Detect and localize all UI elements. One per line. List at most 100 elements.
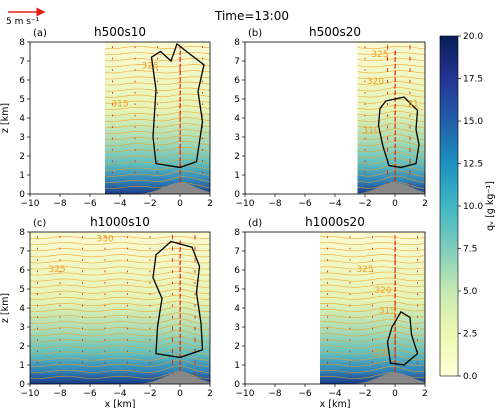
x-axis-label: x [km] bbox=[105, 399, 136, 408]
x-tick-label: −8 bbox=[268, 199, 282, 209]
colorbar-bar bbox=[439, 35, 459, 377]
theta-contour bbox=[104, 105, 211, 110]
theta-contour bbox=[357, 158, 426, 165]
theta-contour bbox=[319, 242, 426, 246]
y-tick-label: 7 bbox=[19, 57, 25, 67]
theta-contour bbox=[104, 129, 211, 134]
x-tick-label: −6 bbox=[298, 389, 312, 399]
theta-contour bbox=[104, 164, 211, 171]
y-tick-label: 1 bbox=[234, 361, 240, 371]
cloud-contour bbox=[386, 310, 419, 366]
x-tick-label: −8 bbox=[268, 389, 282, 399]
x-tick-label: −6 bbox=[298, 199, 312, 209]
theta-contour bbox=[104, 99, 211, 104]
contour-label: 310 bbox=[362, 126, 379, 136]
contour-label: 315 bbox=[379, 307, 396, 317]
theta-contour bbox=[357, 46, 426, 49]
theta-contour bbox=[29, 266, 211, 270]
theta-contour bbox=[319, 342, 426, 349]
x-tick-label: 0 bbox=[392, 389, 398, 399]
x-tick-label: −4 bbox=[328, 199, 342, 209]
contour-label: 320 bbox=[367, 77, 384, 87]
contour-label: 325 bbox=[371, 50, 388, 60]
theta-contour bbox=[357, 93, 426, 98]
x-tick-label: −4 bbox=[113, 389, 127, 399]
theta-contour bbox=[319, 348, 426, 355]
vector-key-label: 5 m s⁻¹ bbox=[6, 17, 40, 27]
x-tick-label: −4 bbox=[328, 389, 342, 399]
x-tick-label: 2 bbox=[207, 199, 213, 209]
panel-label: (a) bbox=[33, 28, 47, 39]
contour-label: 325 bbox=[356, 265, 373, 275]
y-tick-label: 4 bbox=[234, 114, 240, 124]
panel-label: (c) bbox=[33, 218, 46, 229]
contour-label: 310 bbox=[371, 349, 388, 359]
contour-label: 315 bbox=[111, 100, 128, 110]
x-tick-label: −4 bbox=[113, 199, 127, 209]
y-tick-label: 6 bbox=[234, 266, 240, 276]
colorbar-tick-label: 15.0 bbox=[463, 117, 483, 127]
panel-title: h500s10 bbox=[94, 25, 146, 39]
y-tick-label: 1 bbox=[19, 171, 25, 181]
y-tick-label: 8 bbox=[234, 228, 240, 238]
panel-4: 325 320 315 310 −10 −8 −6 −4 −2 0 2 0 1 2 3 4 5 6 7 8 (d) h10… bbox=[234, 215, 428, 408]
y-tick-label: 1 bbox=[19, 361, 25, 371]
colorbar-tick-label: 0.0 bbox=[463, 372, 478, 382]
theta-contour bbox=[319, 301, 426, 306]
y-tick-label: 0 bbox=[19, 190, 25, 200]
theta-contour bbox=[319, 295, 426, 300]
theta-contour bbox=[319, 271, 426, 276]
theta-contour bbox=[357, 134, 426, 141]
theta-contour bbox=[319, 254, 426, 258]
x-tick-label: 0 bbox=[392, 199, 398, 209]
contour-label: 325 bbox=[48, 265, 65, 275]
panel-title: h1000s10 bbox=[90, 215, 150, 229]
colorbar-tick-label: 12.5 bbox=[463, 160, 483, 170]
y-tick-label: 3 bbox=[19, 323, 25, 333]
x-tick-label: −8 bbox=[53, 389, 67, 399]
theta-contour bbox=[104, 70, 211, 74]
theta-contour bbox=[357, 87, 426, 92]
x-tick-label: −10 bbox=[236, 199, 255, 209]
y-tick-label: 4 bbox=[234, 304, 240, 314]
theta-contour bbox=[104, 176, 211, 183]
theta-contour bbox=[357, 76, 426, 80]
panel-title: h500s20 bbox=[309, 25, 361, 39]
x-tick-label: −2 bbox=[143, 389, 156, 399]
theta-contour bbox=[29, 371, 211, 379]
colorbar-ticks: 0.0 2.5 5.0 7.5 10.0 12.5 15.0 17.5 20.0 bbox=[458, 32, 483, 382]
theta-contour bbox=[319, 330, 426, 337]
panel-label: (d) bbox=[248, 218, 262, 229]
x-tick-label: −10 bbox=[236, 389, 255, 399]
x-tick-label: −10 bbox=[21, 389, 40, 399]
contour-label: 325 bbox=[141, 62, 158, 72]
panel-1: 325 315 −10 −8 −6 −4 −2 0 2 0 1 2 3 4 5 6 7 8 (a) h500s10 z … bbox=[0, 25, 213, 209]
theta-contour bbox=[104, 182, 211, 189]
y-tick-label: 3 bbox=[19, 133, 25, 143]
theta-contour bbox=[319, 266, 426, 270]
theta-contour bbox=[357, 58, 426, 62]
theta-contour bbox=[104, 81, 211, 86]
contour-label: 31 bbox=[407, 100, 418, 110]
y-tick-label: 0 bbox=[19, 380, 25, 390]
y-tick-label: 2 bbox=[234, 342, 240, 352]
cloud-contour bbox=[150, 42, 205, 169]
theta-contour bbox=[104, 117, 211, 122]
theta-contour bbox=[104, 152, 211, 159]
theta-contour bbox=[319, 354, 426, 361]
theta-contour bbox=[357, 110, 426, 116]
theta-contour bbox=[357, 181, 426, 189]
theta-contour bbox=[357, 140, 426, 147]
x-tick-label: −2 bbox=[358, 389, 371, 399]
colorbar-tick-label: 2.5 bbox=[463, 330, 477, 340]
moisture-field bbox=[357, 42, 425, 194]
x-tick-label: −2 bbox=[358, 199, 371, 209]
y-tick-label: 7 bbox=[234, 247, 240, 257]
y-tick-label: 7 bbox=[19, 247, 25, 257]
theta-contour bbox=[104, 140, 211, 147]
theta-contour bbox=[357, 104, 426, 110]
y-tick-label: 3 bbox=[234, 133, 240, 143]
y-tick-label: 6 bbox=[19, 76, 25, 86]
theta-contour bbox=[319, 289, 426, 294]
